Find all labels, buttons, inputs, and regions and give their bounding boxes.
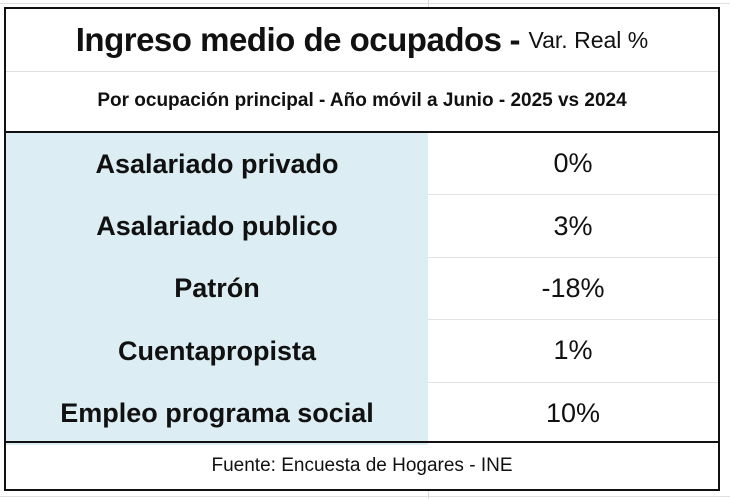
- sheet-gridline: [0, 3, 730, 4]
- sheet-gridline: [0, 496, 730, 497]
- title-separator: -: [509, 21, 521, 58]
- row-value: 10%: [545, 398, 601, 429]
- table-row: Cuentapropista 1%: [6, 320, 718, 383]
- subtitle: Por ocupación principal - Año móvil a Ju…: [6, 71, 718, 133]
- income-table: Ingreso medio de ocupados - Var. Real % …: [4, 7, 720, 491]
- row-value: 1%: [428, 320, 718, 383]
- row-label: Asalariado privado: [6, 133, 428, 196]
- row-label: Asalariado publico: [6, 195, 428, 258]
- source-footer: Fuente: Encuesta de Hogares - INE: [6, 441, 718, 489]
- row-value: 3%: [428, 195, 718, 258]
- table-row: Asalariado privado 0%: [6, 133, 718, 196]
- title-suffix: Var. Real %: [528, 26, 649, 53]
- table-body: Asalariado privado 0% Asalariado publico…: [6, 133, 718, 445]
- row-value: 0%: [428, 133, 718, 196]
- table-row: Empleo programa social 10%: [6, 382, 718, 445]
- table-row: Asalariado publico 3%: [6, 195, 718, 258]
- row-value: -18%: [428, 258, 718, 321]
- title-row: Ingreso medio de ocupados - Var. Real %: [6, 9, 718, 72]
- row-label: Cuentapropista: [6, 320, 428, 383]
- row-label: Empleo programa social: [6, 382, 428, 445]
- table-row: Patrón -18%: [6, 257, 718, 321]
- title-main: Ingreso medio de ocupados: [75, 21, 502, 58]
- row-label: Patrón: [6, 257, 428, 321]
